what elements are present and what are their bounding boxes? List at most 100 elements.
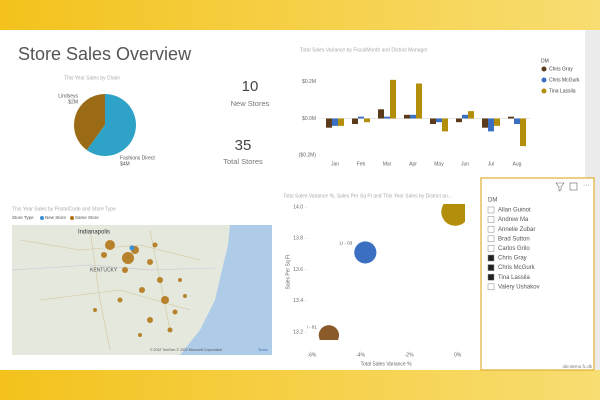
- bar: [332, 118, 338, 126]
- map-bubble: [122, 267, 128, 273]
- x-tick-label: Jul: [488, 161, 494, 167]
- slicer-item-label[interactable]: Annelie Zubar: [498, 227, 535, 233]
- legend-label: Tina Lassila: [549, 88, 576, 94]
- map-bubble: [117, 297, 123, 303]
- card-value: 10: [242, 78, 259, 95]
- bar: [436, 118, 442, 123]
- bar: [378, 109, 384, 119]
- bar: [364, 118, 370, 123]
- checkbox[interactable]: [487, 225, 495, 233]
- slicer-item-label[interactable]: Brad Sutton: [498, 236, 530, 242]
- checkbox[interactable]: [487, 264, 495, 271]
- slicer-item[interactable]: Valery Ushakov: [487, 283, 540, 291]
- slicer-item[interactable]: Tina Lassila: [487, 273, 530, 281]
- x-tick-label: Jun: [461, 161, 469, 167]
- map-terms[interactable]: Terms: [258, 348, 268, 352]
- point-label: LI - 01: [304, 324, 317, 329]
- legend-label: Chris Gray: [549, 66, 573, 72]
- more-icon[interactable]: ···: [583, 182, 590, 189]
- map-bubble: [147, 259, 153, 265]
- slicer-item[interactable]: Chris McGurk: [487, 264, 536, 272]
- map-bubble: [178, 278, 182, 282]
- slicer-item-label[interactable]: Andrew Ma: [498, 217, 529, 223]
- card-label: Total Stores: [223, 157, 263, 166]
- map-bubble: [101, 252, 107, 258]
- slicer-item[interactable]: Brad Sutton: [487, 235, 530, 243]
- bar: [488, 118, 494, 132]
- bar: [404, 114, 410, 119]
- map-bubble: [157, 277, 163, 283]
- checkbox[interactable]: [487, 216, 495, 223]
- footer: obi-demo.fc.dk: [562, 364, 592, 369]
- y-tick-label: $0.2M: [302, 79, 316, 85]
- slicer-item-label[interactable]: Tina Lassila: [498, 275, 530, 281]
- x-axis-label: Total Sales Variance %: [360, 361, 412, 367]
- pie-slice: [86, 94, 136, 156]
- y-tick-label: 14.0: [293, 204, 303, 210]
- bar: [326, 118, 332, 128]
- legend-swatch: [541, 66, 547, 72]
- card-label: New Stores: [231, 99, 270, 108]
- checkbox[interactable]: [487, 273, 495, 281]
- slicer-item[interactable]: Chris Gray: [487, 254, 527, 262]
- slicer-item-label[interactable]: Chris Gray: [498, 256, 527, 262]
- slice-label: Lindseys: [58, 93, 78, 99]
- map-bubble: [161, 296, 169, 304]
- checkbox[interactable]: [487, 254, 495, 262]
- map-legend-title: Store Type: [12, 215, 34, 220]
- map-bubble: [183, 294, 187, 298]
- legend-label: New Store: [45, 215, 67, 220]
- checkbox[interactable]: [487, 235, 495, 243]
- bubble: [354, 241, 377, 264]
- slicer-item-label[interactable]: Chris McGurk: [498, 265, 536, 271]
- slicer-item[interactable]: Carlos Grilo: [487, 245, 530, 252]
- bar: [468, 111, 474, 119]
- map-water: [180, 225, 272, 355]
- bar: [416, 83, 422, 119]
- slicer-item[interactable]: Andrew Ma: [487, 216, 529, 224]
- legend-label: Chris McGurk: [549, 77, 580, 83]
- x-tick-label: -2%: [405, 352, 414, 358]
- slice-value: $4M: [120, 161, 130, 167]
- bar: [482, 118, 488, 128]
- x-tick-label: Aug: [513, 161, 522, 167]
- slicer-item[interactable]: Allan Guinot: [487, 206, 531, 214]
- x-tick-label: -4%: [356, 352, 365, 358]
- y-tick-label: $0.0M: [302, 116, 316, 122]
- focus-icon[interactable]: [569, 182, 578, 191]
- y-tick-label: ($0.2M): [299, 153, 317, 159]
- y-axis-label: Sales Per Sq Ft: [285, 254, 291, 290]
- map-bubble: [152, 242, 158, 248]
- checkbox[interactable]: [487, 206, 495, 214]
- x-tick-label: Apr: [409, 161, 417, 167]
- point-label: LI - 03: [340, 241, 353, 246]
- slicer-frame: [480, 177, 595, 371]
- bar: [352, 118, 358, 125]
- bar: [520, 118, 526, 147]
- chart-title: Total Sales Variance %, Sales Per Sq Ft …: [283, 193, 452, 199]
- map-bubble: [172, 309, 178, 315]
- checkbox[interactable]: [487, 283, 495, 291]
- slicer-item-label[interactable]: Valery Ushakov: [498, 284, 540, 290]
- filter-icon[interactable]: [555, 182, 565, 192]
- pie-slice: [73, 94, 105, 151]
- slicer-item-label[interactable]: Allan Guinot: [498, 208, 531, 214]
- bar: [442, 118, 448, 132]
- map: Indianapolis KENTUCKY: [12, 225, 272, 355]
- bottom-band: [0, 370, 600, 400]
- x-tick-label: Feb: [357, 161, 366, 167]
- slicer-item[interactable]: Annelie Zubar: [487, 225, 535, 233]
- legend-swatch: [40, 216, 44, 220]
- bubble: [441, 204, 465, 226]
- slicer-toolbar[interactable]: ···: [555, 182, 590, 192]
- x-tick-label: 0%: [454, 352, 462, 358]
- map-bubble: [138, 333, 142, 337]
- bar: [494, 118, 500, 126]
- map-bubbles: [93, 240, 187, 337]
- x-tick-label: May: [434, 161, 444, 167]
- legend-swatch: [541, 77, 547, 83]
- slicer-item-label[interactable]: Carlos Grilo: [498, 246, 530, 252]
- map-bubble: [139, 287, 145, 293]
- checkbox[interactable]: [487, 245, 495, 252]
